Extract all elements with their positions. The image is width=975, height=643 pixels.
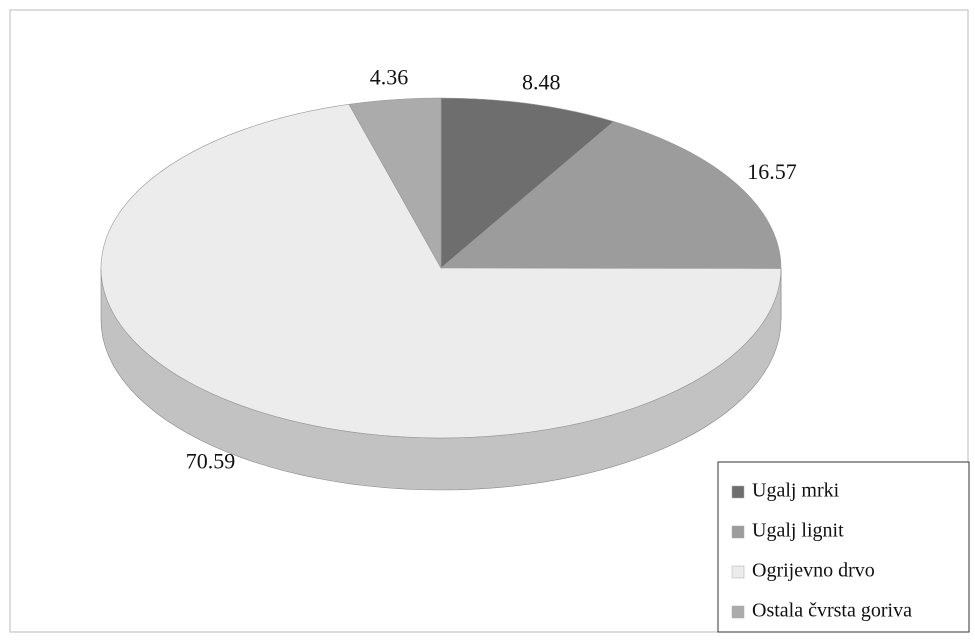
data-label: 70.59 bbox=[186, 449, 236, 474]
pie-slice bbox=[440, 121, 782, 269]
pie-slice bbox=[100, 104, 782, 439]
data-label: 4.36 bbox=[370, 64, 409, 89]
legend-swatch bbox=[731, 525, 745, 539]
legend-swatch bbox=[731, 605, 745, 619]
pie-slice bbox=[348, 97, 442, 270]
pie-slice bbox=[440, 97, 615, 269]
pie bbox=[100, 97, 782, 491]
data-label: 8.48 bbox=[522, 69, 561, 94]
legend-swatch bbox=[731, 565, 745, 579]
legend-swatch bbox=[731, 485, 745, 499]
legend-box bbox=[717, 461, 970, 633]
legend-label: Ostala čvrsta goriva bbox=[752, 600, 912, 622]
legend-label: Ugalj lignit bbox=[752, 520, 844, 542]
data-label: 16.57 bbox=[747, 159, 797, 184]
legend-label: Ugalj mrki bbox=[752, 480, 840, 502]
legend-label: Ogrijevno drvo bbox=[752, 560, 875, 582]
